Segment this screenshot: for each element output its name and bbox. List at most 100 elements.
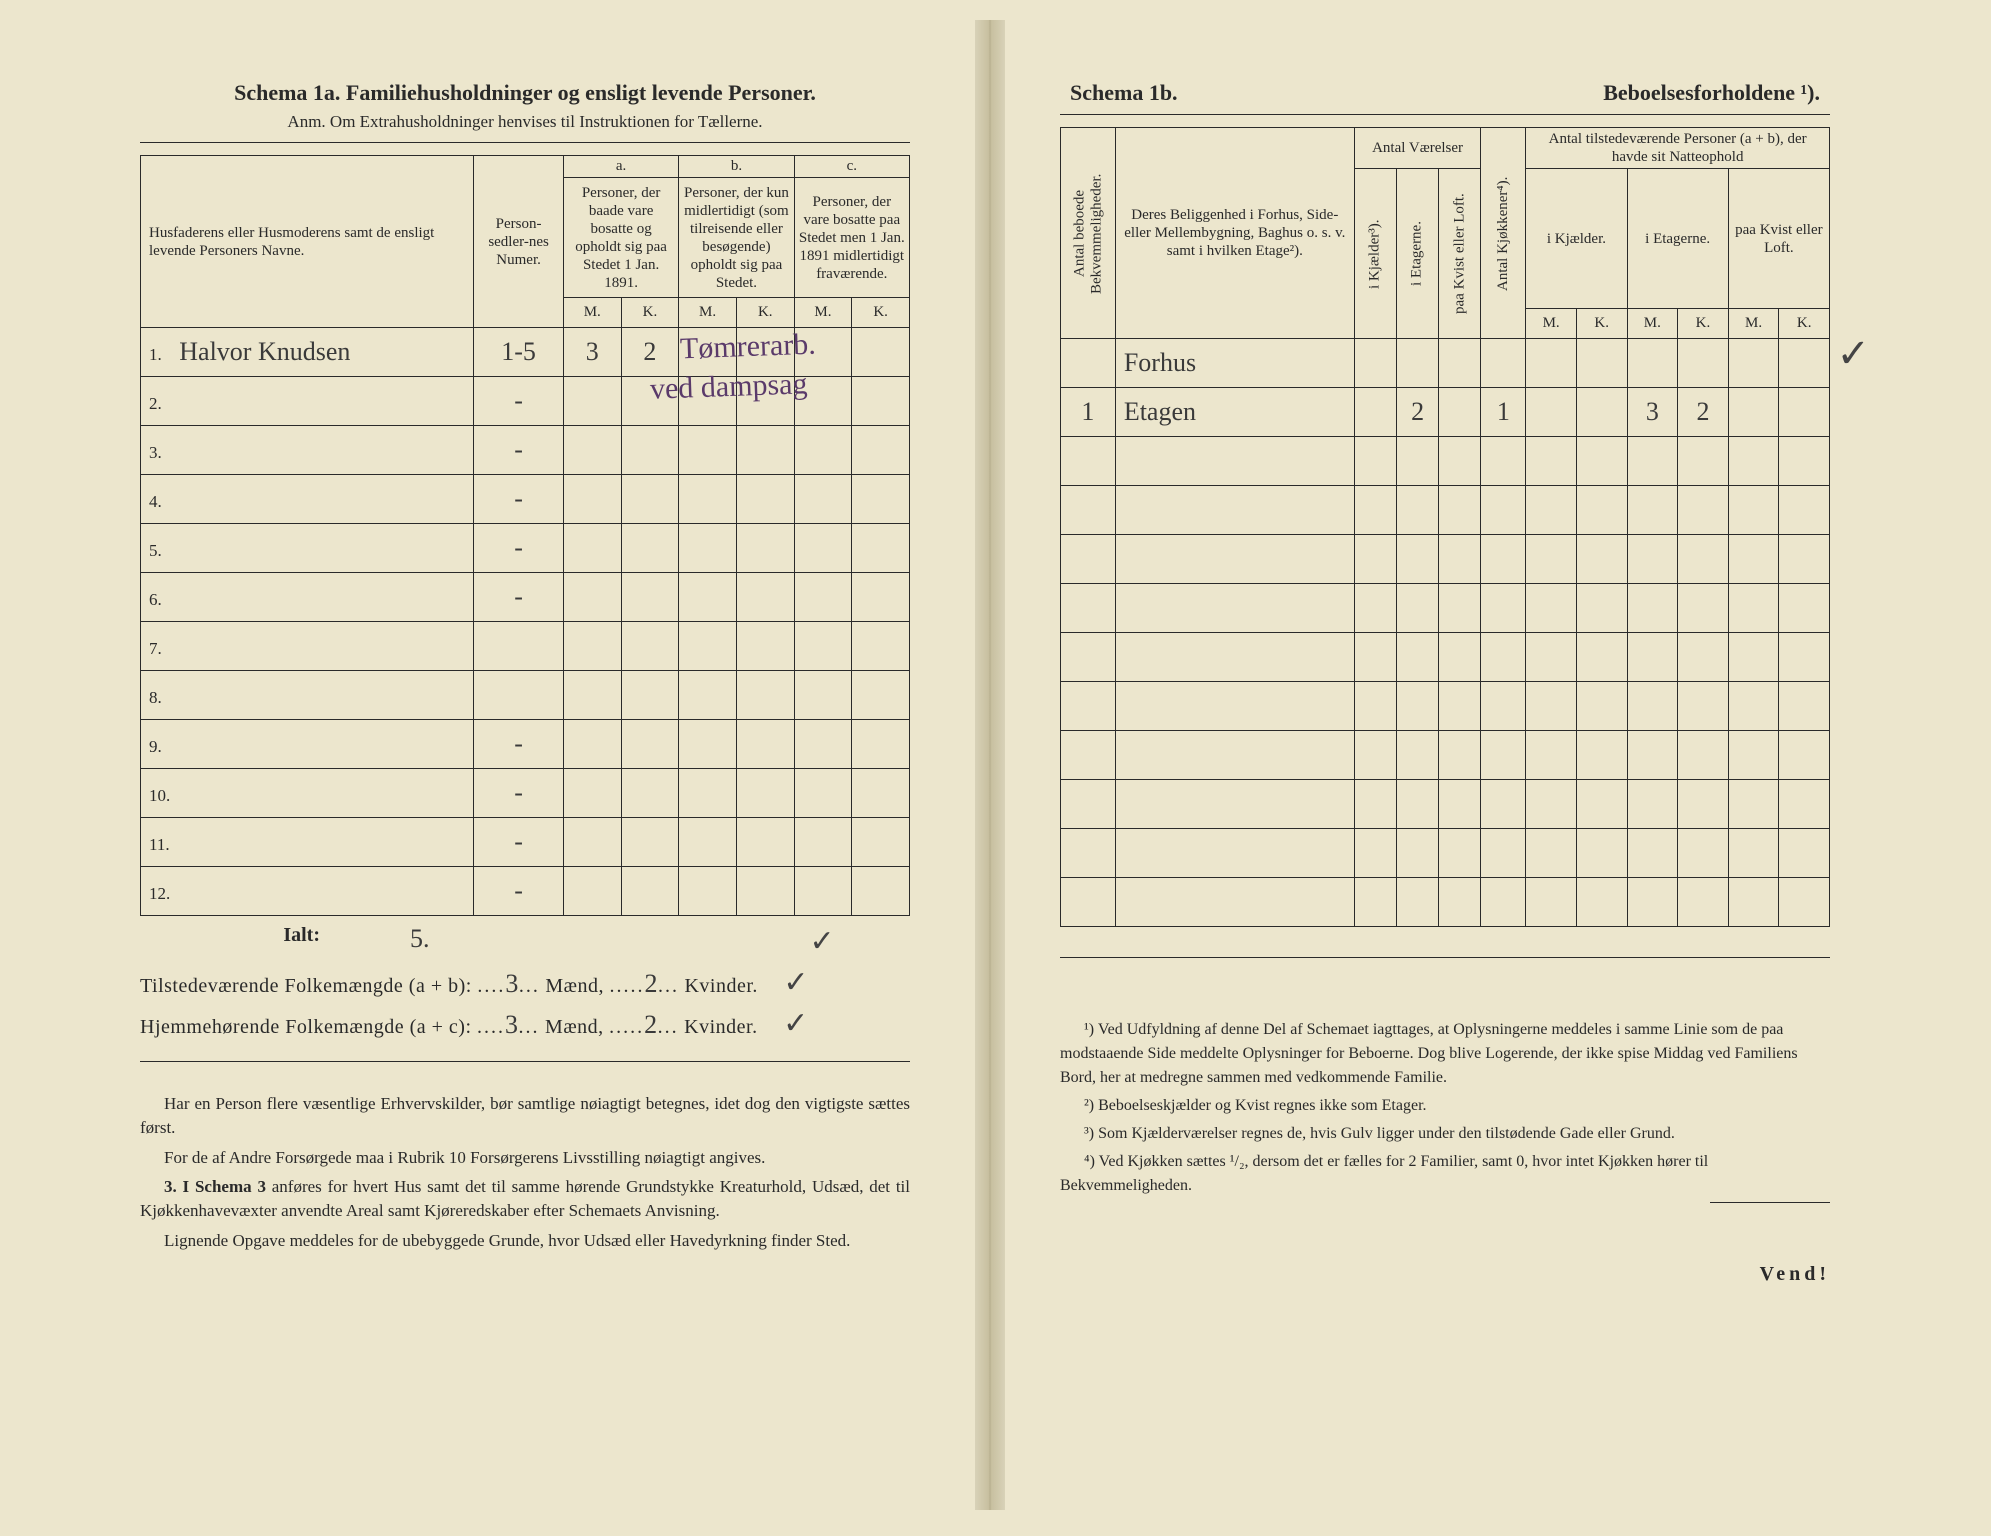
cell	[1481, 633, 1526, 682]
table-row: 10. -	[141, 769, 910, 818]
cell-ps: -	[474, 769, 564, 818]
cell	[1115, 878, 1354, 927]
hdr-name: Husfaderens eller Husmoderens samt de en…	[141, 156, 474, 328]
cell-akk: 1	[1481, 388, 1526, 437]
cell-kl	[1439, 388, 1481, 437]
cell-name: 4.	[141, 475, 474, 524]
cell-bm	[679, 573, 737, 622]
cell	[1728, 584, 1779, 633]
summary-ab: Tilstedeværende Folkemængde (a + b): ...…	[140, 965, 910, 1000]
cell	[1439, 878, 1481, 927]
cell	[1627, 486, 1678, 535]
cell	[1576, 780, 1627, 829]
cell	[1526, 437, 1577, 486]
cell	[1779, 829, 1830, 878]
cell-name: 6.	[141, 573, 474, 622]
book-spine	[975, 20, 1005, 1510]
schema-1a-title: Schema 1a. Familiehusholdninger og ensli…	[140, 80, 910, 106]
maend-label-2: Mænd,	[545, 1016, 604, 1038]
notes-block: Har en Person flere væsentlige Erhvervsk…	[140, 1092, 910, 1253]
cell-ps: -	[474, 867, 564, 916]
table-row: 9. -	[141, 720, 910, 769]
cell	[1061, 731, 1116, 780]
cell-loc-head: Forhus	[1115, 339, 1354, 388]
cell	[1439, 584, 1481, 633]
cell	[1627, 437, 1678, 486]
table-row: 8.	[141, 671, 910, 720]
footnote-3: ³) Som Kjælderværelser regnes de, hvis G…	[1060, 1122, 1830, 1146]
cell-cm	[794, 818, 852, 867]
cell	[1061, 878, 1116, 927]
cell	[1728, 878, 1779, 927]
sum2-k: 2	[644, 1010, 658, 1039]
schema-1a-subtitle: Anm. Om Extrahusholdninger henvises til …	[140, 112, 910, 132]
cell-name: 3.	[141, 426, 474, 475]
cell-name: 10.	[141, 769, 474, 818]
hdr-pm: M.	[1728, 309, 1779, 339]
cell-bk	[736, 622, 794, 671]
cell-ps: 1-5	[474, 328, 564, 377]
cell-bm	[679, 671, 737, 720]
cell-bk	[736, 671, 794, 720]
cell	[1481, 878, 1526, 927]
cell-bm	[679, 867, 737, 916]
cell	[1396, 682, 1438, 731]
hdr-am: M.	[563, 298, 621, 328]
cell-cm	[794, 671, 852, 720]
cell-bm	[679, 622, 737, 671]
cell-pm	[1728, 388, 1779, 437]
cell	[1115, 486, 1354, 535]
cell	[1061, 633, 1116, 682]
hdr-ek: K.	[1678, 309, 1729, 339]
hdr-grp-b: b.	[679, 156, 794, 178]
cell	[1439, 486, 1481, 535]
cell-name: 7.	[141, 622, 474, 671]
cell	[1779, 535, 1830, 584]
cell	[1627, 584, 1678, 633]
cell-kk	[1576, 388, 1627, 437]
checkmark: ✓	[783, 966, 809, 999]
cell	[1115, 731, 1354, 780]
cell	[1354, 339, 1396, 388]
cell	[1439, 682, 1481, 731]
cell-ak	[621, 818, 679, 867]
cell-cm	[794, 524, 852, 573]
cell-ck	[852, 867, 910, 916]
purple-annotation-1: Tømrerarb.	[679, 328, 816, 367]
cell-cm	[794, 867, 852, 916]
checkmark: ✓	[810, 924, 835, 959]
cell-km	[1526, 388, 1577, 437]
hdr-grp-c: c.	[794, 156, 909, 178]
table-row	[1061, 829, 1830, 878]
cell	[1439, 535, 1481, 584]
cell-cm	[794, 426, 852, 475]
cell-ps: -	[474, 475, 564, 524]
cell	[1354, 780, 1396, 829]
cell	[1481, 535, 1526, 584]
footnote-1: ¹) Ved Udfyldning af denne Del af Schema…	[1060, 1018, 1830, 1090]
table-row	[1061, 584, 1830, 633]
cell-bm	[679, 524, 737, 573]
cell-ps: -	[474, 377, 564, 426]
ialt-value: 5.	[410, 924, 430, 959]
note-p4: Lignende Opgave meddeles for de ubebygge…	[140, 1229, 910, 1253]
cell	[1779, 682, 1830, 731]
table-row: 4. -	[141, 475, 910, 524]
cell-ck	[852, 769, 910, 818]
table-row	[1061, 437, 1830, 486]
footnote-2: ²) Beboelseskjælder og Kvist regnes ikke…	[1060, 1094, 1830, 1118]
cell-am	[563, 377, 621, 426]
table-row	[1061, 486, 1830, 535]
cell-ak	[621, 769, 679, 818]
ialt-row: Ialt: 5. ✓	[140, 924, 910, 959]
cell-ak: 2	[621, 328, 679, 377]
cell-am	[563, 818, 621, 867]
cell-name: 2.	[141, 377, 474, 426]
cell-bm	[679, 426, 737, 475]
cell	[1396, 339, 1438, 388]
hdr-em: M.	[1627, 309, 1678, 339]
cell-ab: 1	[1061, 388, 1116, 437]
cell-ps	[474, 622, 564, 671]
cell-bm	[679, 818, 737, 867]
cell	[1115, 437, 1354, 486]
